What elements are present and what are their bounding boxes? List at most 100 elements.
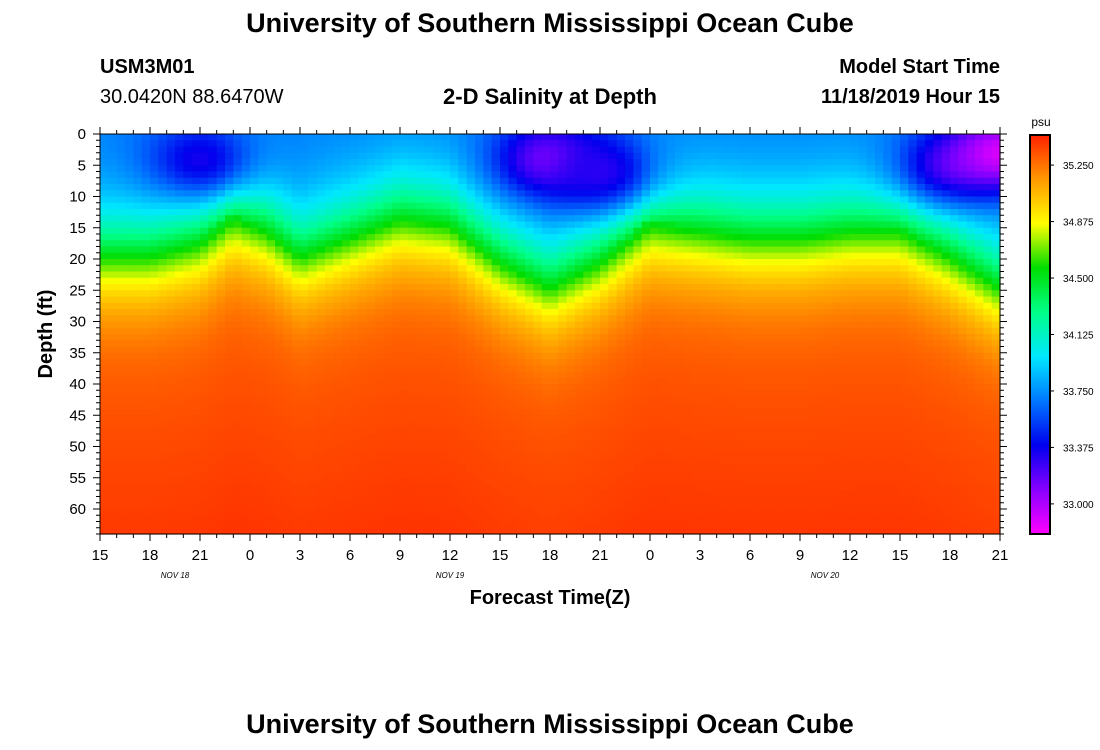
heatmap-cell: [966, 227, 976, 235]
heatmap-cell: [450, 159, 459, 166]
heatmap-cell: [316, 190, 326, 198]
heatmap-cell: [250, 421, 259, 429]
heatmap-cell: [483, 259, 493, 266]
heatmap-cell: [816, 184, 826, 191]
heatmap-cell: [266, 315, 276, 323]
heatmap-cell: [808, 384, 818, 391]
heatmap-cell: [958, 196, 968, 204]
heatmap-cell: [933, 152, 943, 160]
heatmap-cell: [258, 252, 268, 260]
heatmap-cell: [591, 396, 601, 404]
heatmap-cell: [150, 315, 159, 323]
heatmap-cell: [891, 171, 901, 179]
heatmap-cell: [175, 327, 184, 335]
heatmap-cell: [491, 390, 501, 398]
heatmap-cell: [758, 146, 768, 154]
heatmap-cell: [733, 277, 743, 285]
heatmap-cell: [275, 221, 284, 229]
heatmap-cell: [500, 146, 509, 154]
heatmap-cell: [833, 227, 843, 235]
heatmap-cell: [275, 190, 284, 198]
heatmap-cell: [883, 377, 893, 385]
heatmap-cell: [900, 284, 909, 291]
heatmap-cell: [525, 346, 534, 354]
heatmap-cell: [750, 140, 759, 148]
heatmap-cell: [550, 246, 559, 254]
heatmap-cell: [775, 190, 784, 198]
heatmap-cell: [275, 315, 284, 323]
heatmap-cell: [333, 177, 343, 185]
heatmap-cell: [866, 415, 876, 423]
heatmap-cell: [616, 390, 626, 398]
heatmap-cell: [891, 340, 901, 348]
heatmap-cell: [758, 359, 768, 366]
heatmap-cell: [583, 327, 593, 335]
heatmap-cell: [675, 159, 684, 166]
heatmap-cell: [783, 396, 793, 404]
heatmap-cell: [725, 290, 734, 298]
heatmap-cell: [466, 371, 476, 379]
heatmap-cell: [975, 390, 984, 398]
heatmap-cell: [425, 290, 434, 298]
heatmap-cell: [858, 240, 868, 248]
heatmap-cell: [441, 321, 451, 329]
heatmap-cell: [666, 265, 676, 273]
heatmap-cell: [275, 384, 284, 391]
heatmap-cell: [800, 340, 809, 348]
heatmap-cell: [308, 284, 318, 291]
heatmap-cell: [833, 240, 843, 248]
heatmap-cell: [150, 221, 159, 229]
heatmap-cell: [233, 196, 243, 204]
heatmap-cell: [250, 165, 259, 173]
heatmap-cell: [625, 340, 634, 348]
heatmap-cell: [750, 321, 759, 329]
heatmap-cell: [741, 246, 751, 254]
heatmap-cell: [491, 296, 501, 304]
heatmap-cell: [308, 240, 318, 248]
heatmap-cell: [200, 259, 209, 266]
heatmap-cell: [250, 309, 259, 316]
heatmap-cell: [591, 234, 601, 241]
heatmap-cell: [908, 365, 918, 373]
heatmap-cell: [216, 384, 226, 391]
heatmap-cell: [875, 252, 884, 260]
heatmap-cell: [800, 234, 809, 241]
heatmap-cell: [291, 315, 301, 323]
heatmap-cell: [608, 277, 618, 285]
heatmap-cell: [833, 277, 843, 285]
heatmap-cell: [500, 396, 509, 404]
heatmap-cell: [933, 309, 943, 316]
heatmap-cell: [483, 327, 493, 335]
heatmap-cell: [100, 402, 109, 410]
heatmap-cell: [400, 296, 409, 304]
heatmap-cell: [725, 384, 734, 391]
heatmap-cell: [275, 159, 284, 166]
heatmap-cell: [475, 190, 484, 198]
heatmap-cell: [308, 384, 318, 391]
heatmap-cell: [200, 290, 209, 298]
heatmap-cell: [391, 252, 401, 260]
heatmap-cell: [666, 359, 676, 366]
heatmap-cell: [116, 246, 126, 254]
heatmap-cell: [558, 402, 568, 410]
heatmap-cell: [508, 371, 518, 379]
heatmap-cell: [600, 365, 609, 373]
heatmap-cell: [316, 221, 326, 229]
heatmap-cell: [758, 140, 768, 148]
heatmap-cell: [166, 340, 176, 348]
heatmap-cell: [733, 184, 743, 191]
heatmap-cell: [425, 309, 434, 316]
heatmap-cell: [983, 134, 993, 141]
heatmap-cell: [716, 140, 726, 148]
heatmap-cell: [275, 196, 284, 204]
heatmap-cell: [916, 252, 926, 260]
heatmap-cell: [508, 377, 518, 385]
heatmap-cell: [241, 365, 251, 373]
heatmap-cell: [741, 415, 751, 423]
heatmap-cell: [150, 159, 159, 166]
heatmap-cell: [625, 246, 634, 254]
heatmap-cell: [141, 209, 151, 216]
heatmap-cell: [300, 221, 309, 229]
heatmap-cell: [383, 196, 393, 204]
heatmap-cell: [400, 315, 409, 323]
